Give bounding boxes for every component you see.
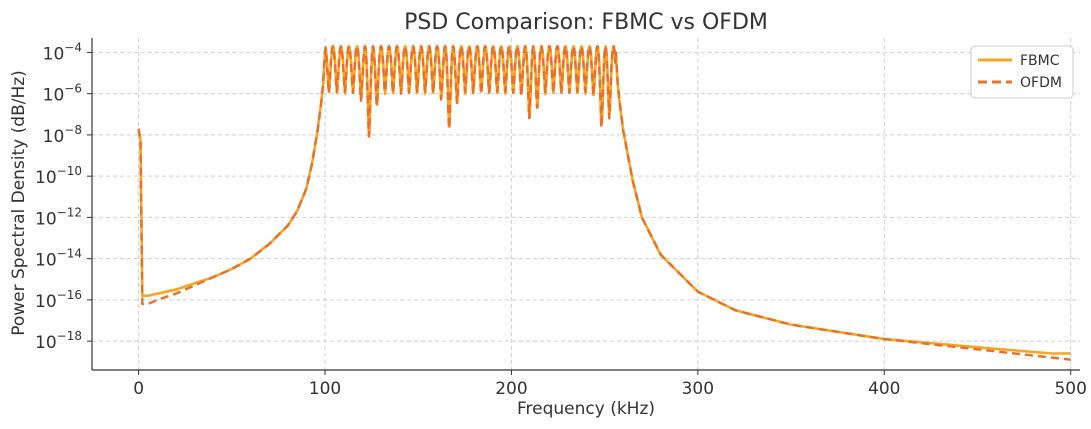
x-tick-labels: 0 100 200 300 400 500: [133, 379, 1087, 399]
legend-label-fbmc: FBMC: [1020, 53, 1060, 69]
x-tick-label: 300: [682, 379, 714, 399]
x-tick-label: 400: [868, 379, 900, 399]
y-tick-label: 10−12: [35, 205, 82, 229]
x-tick-label: 500: [1054, 379, 1086, 399]
y-tick-label: 10−6: [43, 82, 82, 106]
y-tick-label: 10−14: [35, 247, 82, 271]
x-tick-label: 0: [133, 379, 144, 399]
chart-title: PSD Comparison: FBMC vs OFDM: [404, 10, 768, 35]
y-tick-labels: 10−18 10−16 10−14 10−12 10−10 10−8 10−6 10−4: [35, 40, 82, 353]
x-axis-label: Frequency (kHz): [517, 399, 655, 419]
series-line-ofdm: [137, 45, 1071, 361]
y-tick-label: 10−18: [35, 329, 82, 353]
legend-label-ofdm: OFDM: [1020, 75, 1062, 91]
y-tick-label: 10−16: [35, 288, 82, 312]
y-axis-label: Power Spectral Density (dB/Hz): [9, 70, 29, 336]
x-tick-label: 100: [309, 379, 341, 399]
plot-series: [137, 44, 1071, 361]
axes: [87, 38, 1080, 375]
series-line-fbmc: [137, 44, 1071, 355]
y-tick-label: 10−8: [43, 123, 82, 147]
y-tick-label: 10−4: [43, 40, 82, 64]
x-tick-label: 200: [495, 379, 527, 399]
legend: FBMC OFDM: [970, 45, 1074, 99]
y-tick-label: 10−10: [35, 164, 82, 188]
grid: [92, 38, 1080, 370]
